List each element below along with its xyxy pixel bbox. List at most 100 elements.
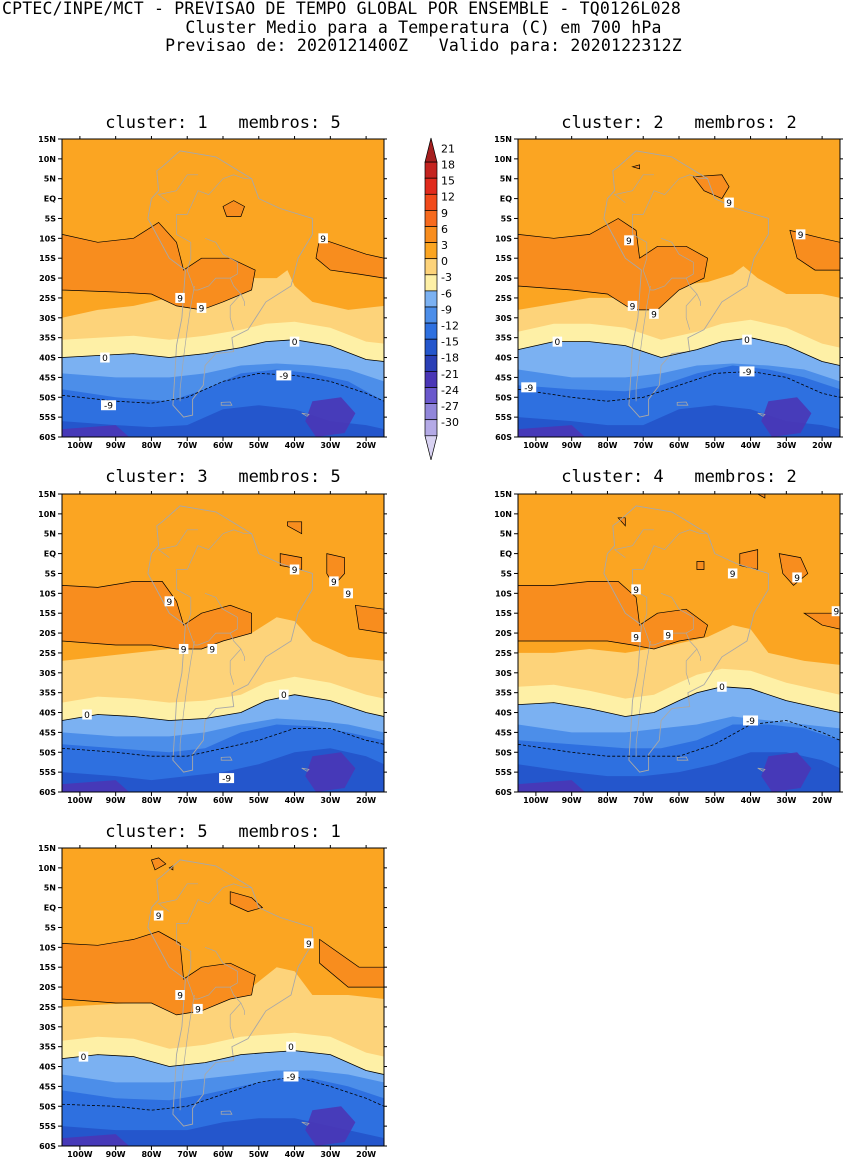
contour-label: 9 (166, 598, 172, 608)
lat-tick-label: 20S (495, 629, 512, 638)
colorbar-swatch (424, 210, 438, 227)
header-title-line: CPTEC/INPE/MCT - PREVISAO DE TEMPO GLOBA… (2, 0, 681, 18)
lat-tick-label: 10S (495, 589, 512, 598)
contour-label: 9 (798, 231, 804, 241)
lat-tick-label: 15N (38, 844, 56, 853)
colorbar-swatch (424, 322, 438, 340)
lat-tick-label: 20S (39, 629, 56, 638)
colorbar: 21 18 15 12 9 6 3 0 -3 -6 -9 -12 -15 -18 -21 -24 -27 -30 (424, 137, 459, 460)
contour-label: 0 (719, 683, 725, 693)
colorbar-label: 3 (441, 239, 448, 252)
lat-tick-label: 15N (38, 490, 56, 499)
contour-label: 9 (345, 590, 351, 600)
contour-label: 0 (554, 338, 560, 348)
contour-label: 9 (651, 310, 657, 320)
lat-tick-label: 30S (495, 314, 512, 323)
lon-tick-label: 70W (633, 796, 653, 805)
contour-label-box (663, 630, 674, 641)
lon-tick-label: 90W (562, 796, 582, 805)
contour-label-box (627, 300, 638, 311)
lon-tick-label: 50W (705, 796, 725, 805)
colorbar-swatch (424, 338, 438, 356)
lat-tick-label: 5S (45, 923, 57, 932)
colorbar-label: -15 (441, 336, 459, 349)
lon-tick-label: 90W (106, 441, 126, 450)
contour-label: -9 (746, 717, 755, 727)
lon-tick-label: 40W (285, 441, 305, 450)
contour-label: 9 (195, 1005, 201, 1015)
lon-tick-label: 50W (249, 1150, 269, 1157)
lat-tick-label: 50S (39, 1102, 56, 1111)
lon-tick-label: 50W (705, 441, 725, 450)
contour-label: 9 (633, 634, 639, 644)
contour-label-box (724, 197, 734, 208)
contour-label: 9 (181, 645, 187, 655)
lat-tick-label: 40S (39, 709, 56, 718)
colorbar-label: 6 (441, 223, 448, 236)
colorbar-swatch (424, 354, 438, 372)
colorbar-swatch (424, 137, 438, 163)
contour-label-box (279, 689, 289, 700)
lon-tick-label: 80W (597, 796, 617, 805)
lat-tick-label: 45S (39, 728, 56, 737)
contour-label-box (795, 229, 806, 240)
lat-tick-label: 55S (495, 768, 512, 777)
lat-tick-label: 5N (44, 175, 56, 184)
contour-label-box (196, 302, 207, 313)
contour-label-box (175, 990, 185, 1001)
panel-title-3: cluster: 3 membros: 5 (105, 467, 341, 487)
lon-tick-label: 30W (776, 796, 796, 805)
lat-tick-label: 45S (495, 728, 512, 737)
contour-label-box (82, 709, 92, 720)
lon-tick-label: 100W (523, 796, 549, 805)
colorbar-label: -18 (441, 352, 459, 365)
lat-tick-label: 15S (39, 609, 56, 618)
contour-label-box (552, 336, 563, 347)
lat-tick-label: 5S (45, 214, 57, 223)
contour-label-box (153, 910, 164, 921)
contour-label: -9 (742, 368, 751, 378)
lon-tick-label: 20W (812, 441, 832, 450)
lat-tick-label: 10N (494, 510, 512, 519)
colorbar-swatch (424, 242, 438, 260)
contour-label: 0 (84, 711, 90, 721)
lat-tick-label: 25S (39, 1003, 56, 1012)
contour-label: -9 (104, 402, 113, 412)
lat-tick-label: 55S (495, 413, 512, 422)
lon-tick-label: 70W (177, 796, 197, 805)
lat-tick-label: 10S (39, 943, 56, 952)
contour-label-box (283, 1071, 299, 1082)
map-panel-4: 9 9 9 9 9 9 0 -9 15N 10N 5N EQ 5S 10S 15S 20S 25S 30S 35S 4… (494, 490, 843, 805)
colorbar-swatch (424, 387, 438, 404)
colorbar-label: -12 (441, 320, 459, 333)
panel-title-1: cluster: 1 membros: 5 (105, 113, 341, 133)
lon-tick-label: 20W (812, 796, 832, 805)
contour-label: -9 (279, 372, 288, 382)
contour-label: 0 (81, 1053, 87, 1063)
lat-tick-label: 25S (39, 649, 56, 658)
contour-label-box (624, 235, 634, 246)
lat-tick-label: 10N (38, 864, 56, 873)
lat-tick-label: 10N (38, 155, 56, 164)
colorbar-swatch (424, 226, 438, 243)
lon-tick-label: 80W (597, 441, 617, 450)
colorbar-swatch (424, 258, 438, 276)
contour-label-box (164, 596, 175, 607)
map-field-2: 9 9 9 9 9 0 0 -9 -9 (518, 139, 840, 437)
contour-label-box (742, 334, 752, 345)
contour-label: 0 (288, 1043, 294, 1053)
colorbar-label: -30 (441, 416, 459, 429)
contour-label-box (739, 366, 755, 377)
lon-tick-label: 20W (356, 796, 376, 805)
contour-label-box (178, 643, 189, 654)
contour-label: 0 (292, 338, 298, 348)
lat-tick-label: 60S (495, 433, 512, 442)
lat-tick-label: 60S (39, 433, 56, 442)
lon-tick-label: 30W (320, 796, 340, 805)
lat-tick-label: 20S (495, 274, 512, 283)
colorbar-swatch (424, 290, 438, 308)
contour-label: 9 (630, 302, 636, 312)
contour-label: 0 (102, 354, 108, 364)
lat-tick-label: 15S (39, 963, 56, 972)
